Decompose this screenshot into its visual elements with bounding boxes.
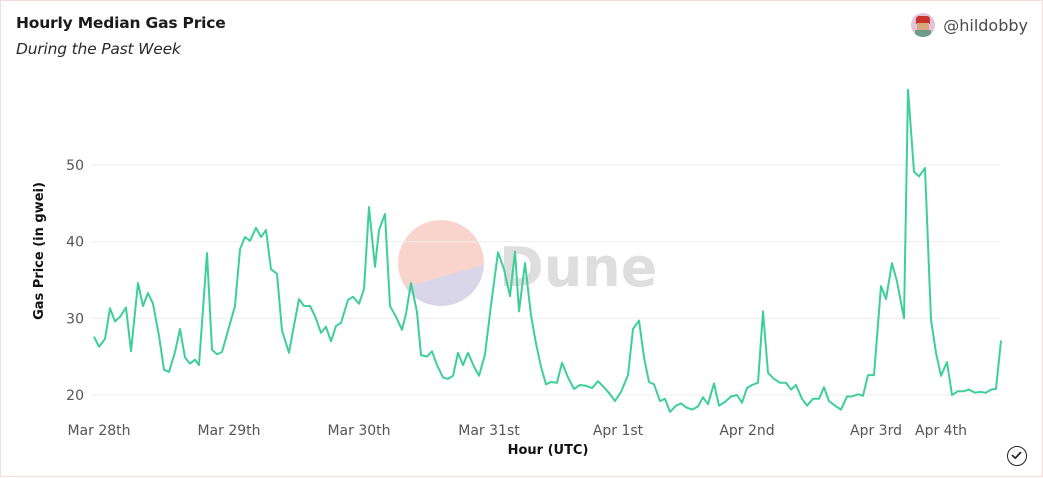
author-link[interactable]: @hildobby <box>911 13 1028 37</box>
x-axis-ticks: Mar 28th Mar 29th Mar 30th Mar 31st Apr 1st A… <box>67 423 967 439</box>
y-tick-label: 30 <box>66 311 84 327</box>
x-tick-label: Apr 2nd <box>719 423 774 439</box>
y-tick-label: 20 <box>66 388 84 404</box>
x-tick-label: Mar 28th <box>67 423 130 439</box>
x-tick-label: Apr 1st <box>593 423 644 439</box>
watermark-text: Dune <box>499 236 657 299</box>
x-tick-label: Mar 29th <box>197 423 260 439</box>
avatar <box>911 13 936 37</box>
y-tick-label: 40 <box>66 235 84 251</box>
check-circle-icon[interactable] <box>1007 446 1027 466</box>
y-axis-label: Gas Price (in gwei) <box>32 182 47 320</box>
x-axis-label: Hour (UTC) <box>508 443 589 458</box>
author-name: @hildobby <box>943 15 1028 35</box>
y-axis-ticks: 20 30 40 50 <box>66 158 84 404</box>
y-tick-label: 50 <box>66 158 84 174</box>
x-tick-label: Mar 30th <box>327 423 390 439</box>
chart-title: Hourly Median Gas Price <box>16 14 226 32</box>
gas-price-line[interactable] <box>93 88 1002 413</box>
x-tick-label: Mar 31st <box>458 423 520 439</box>
x-tick-label: Apr 3rd <box>850 423 902 439</box>
x-tick-label: Apr 4th <box>915 423 967 439</box>
chart-subtitle: During the Past Week <box>16 40 181 58</box>
